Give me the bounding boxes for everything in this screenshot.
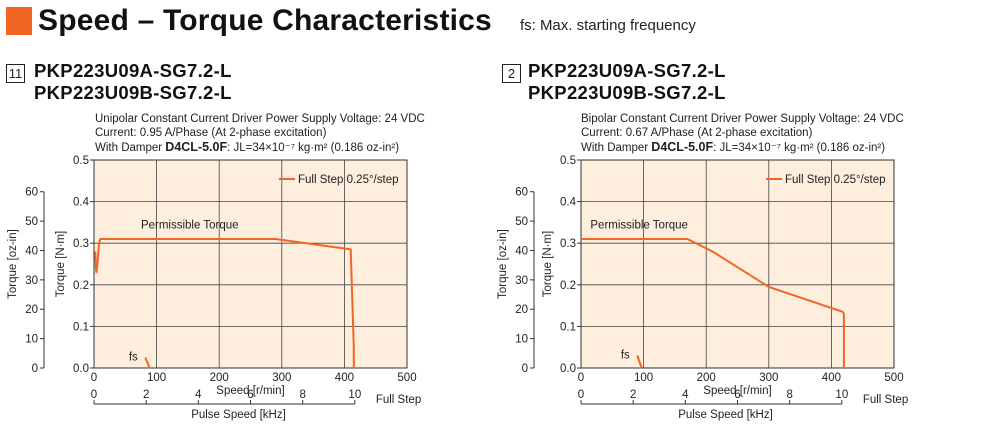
c1-y-tick-5: 0.5	[73, 155, 89, 167]
c1-plot-area	[93, 159, 408, 369]
torque-chart-1: 0 100 200 300 400 5000.00.10.20.30.40.5010203…	[7, 155, 421, 421]
c2-x-label: Speed [r/min]	[703, 385, 771, 397]
c1-x-tick-500: 500	[397, 372, 416, 384]
c2-x-tick-0: 0	[578, 372, 584, 384]
c2-x-tick-500: 500	[884, 372, 903, 384]
driver-line-2: Bipolar Constant Current Driver Power Su…	[581, 113, 904, 125]
c1-y-tick-4: 0.4	[73, 197, 90, 209]
c1-y2-tick-30: 30	[25, 275, 38, 287]
damper-prefix-2: With Damper	[581, 142, 652, 154]
chart-index-1: 11	[6, 64, 25, 83]
c1-x2-tick-2: 2	[143, 389, 149, 401]
driver-line-1: Unipolar Constant Current Driver Power S…	[95, 113, 425, 125]
page-header: Speed – Torque Characteristics fs: Max. …	[6, 3, 696, 39]
c1-region-label: Permissible Torque	[141, 220, 239, 232]
c2-x-tick-300: 300	[759, 372, 778, 384]
c1-y2-tick-0: 0	[32, 363, 38, 375]
c2-y-tick-0: 0.0	[560, 363, 576, 375]
c2-y2-tick-60: 60	[515, 187, 528, 199]
c2-x2-tick-0: 0	[578, 389, 584, 401]
c2-legend-label-0: Full Step 0.25°/step	[785, 174, 886, 186]
c1-y2-tick-40: 40	[25, 245, 38, 257]
c2-y-tick-1: 0.1	[560, 321, 576, 333]
c2-y2-tick-10: 10	[515, 334, 528, 346]
c1-y-tick-1: 0.1	[73, 321, 89, 333]
damper-line-2: With Damper D4CL-5.0F: JL=34×10⁻⁷ kg·m² …	[581, 140, 885, 155]
c1-x-tick-100: 100	[147, 372, 166, 384]
damper-suffix-1: : JL=34×10⁻⁷ kg·m² (0.186 oz-in²)	[227, 142, 400, 154]
c2-x2-end-label: Full Step	[863, 394, 908, 406]
c1-x-tick-400: 400	[335, 372, 354, 384]
c2-y-tick-3: 0.3	[560, 238, 576, 250]
accent-square	[6, 7, 32, 35]
c1-y2-tick-50: 50	[25, 216, 38, 228]
c1-x-tick-0: 0	[91, 372, 97, 384]
c2-series-line-0	[581, 238, 845, 368]
c2-y2-tick-40: 40	[515, 245, 528, 257]
current-line-1: Current: 0.95 A/Phase (At 2-phase excita…	[95, 127, 327, 139]
chart-panel-2: 2 PKP223U09A-SG7.2-L PKP223U09B-SG7.2-L …	[490, 58, 990, 443]
c2-y-tick-5: 0.5	[560, 155, 576, 167]
c1-y2-tick-60: 60	[25, 187, 38, 199]
c2-y2-label: Torque [oz-in]	[497, 229, 509, 299]
c2-y2-tick-0: 0	[522, 363, 528, 375]
c1-x2-tick-0: 0	[91, 389, 97, 401]
c1-y-tick-2: 0.2	[73, 280, 89, 292]
c2-y2-tick-50: 50	[515, 216, 528, 228]
c2-x-tick-200: 200	[697, 372, 716, 384]
c2-y-tick-2: 0.2	[560, 280, 576, 292]
c2-fs-line	[636, 355, 643, 369]
c2-x2-label: Pulse Speed [kHz]	[678, 409, 773, 421]
chart-index-2: 2	[502, 64, 521, 83]
c2-x2-tick-4: 4	[682, 389, 689, 401]
c2-plot-area	[580, 159, 895, 369]
c2-x-tick-100: 100	[634, 372, 653, 384]
page-title: Speed – Torque Characteristics	[38, 4, 492, 37]
c1-legend-label-0: Full Step 0.25°/step	[298, 174, 399, 186]
damper-model-2: D4CL-5.0F	[651, 140, 714, 154]
c2-y2-tick-30: 30	[515, 275, 528, 287]
c2-region-label: Permissible Torque	[590, 220, 688, 232]
c1-x2-tick-10: 10	[348, 389, 361, 401]
c1-x2-tick-4: 4	[195, 389, 202, 401]
c2-x2-tick-10: 10	[835, 389, 848, 401]
c1-x-tick-200: 200	[210, 372, 229, 384]
c1-y2-tick-20: 20	[25, 304, 38, 316]
damper-prefix-1: With Damper	[95, 142, 166, 154]
c2-x-tick-400: 400	[822, 372, 841, 384]
model-a-2: PKP223U09A-SG7.2-L	[528, 60, 726, 81]
c1-fs-line	[144, 357, 151, 369]
damper-model-1: D4CL-5.0F	[165, 140, 228, 154]
c1-y2-label: Torque [oz-in]	[7, 229, 19, 299]
damper-line-1: With Damper D4CL-5.0F: JL=34×10⁻⁷ kg·m² …	[95, 140, 399, 155]
model-b-2: PKP223U09B-SG7.2-L	[528, 82, 726, 103]
c1-x2-end-label: Full Step	[376, 394, 421, 406]
model-b-1: PKP223U09B-SG7.2-L	[34, 82, 232, 103]
torque-chart-2: 0 100 200 300 400 5000.00.10.20.30.40.5010203…	[497, 155, 908, 421]
c1-x-tick-300: 300	[272, 372, 291, 384]
c2-fs-label: fs	[621, 350, 630, 362]
c1-y2-tick-10: 10	[25, 334, 38, 346]
fs-note: fs: Max. starting frequency	[519, 16, 696, 34]
chart-panel-1: 11 PKP223U09A-SG7.2-L PKP223U09B-SG7.2-L…	[0, 58, 500, 443]
c2-x2-tick-6: 6	[734, 389, 740, 401]
c1-x2-label: Pulse Speed [kHz]	[191, 409, 286, 421]
model-a-1: PKP223U09A-SG7.2-L	[34, 60, 232, 81]
current-line-2: Current: 0.67 A/Phase (At 2-phase excita…	[581, 127, 813, 139]
c2-y-label: Torque [N·m]	[542, 231, 554, 297]
c1-x-label: Speed [r/min]	[216, 385, 284, 397]
c1-x2-tick-6: 6	[247, 389, 253, 401]
c1-series-line-0	[94, 238, 355, 368]
damper-suffix-2: : JL=34×10⁻⁷ kg·m² (0.186 oz-in²)	[713, 142, 886, 154]
c2-x2-tick-2: 2	[630, 389, 636, 401]
c1-y-label: Torque [N·m]	[55, 231, 67, 297]
c2-y2-tick-20: 20	[515, 304, 528, 316]
c1-y-tick-0: 0.0	[73, 363, 89, 375]
c2-x2-tick-8: 8	[786, 389, 792, 401]
c1-y-tick-3: 0.3	[73, 238, 89, 250]
c2-y-tick-4: 0.4	[560, 197, 577, 209]
c1-x2-tick-8: 8	[299, 389, 305, 401]
c1-fs-label: fs	[129, 352, 138, 364]
